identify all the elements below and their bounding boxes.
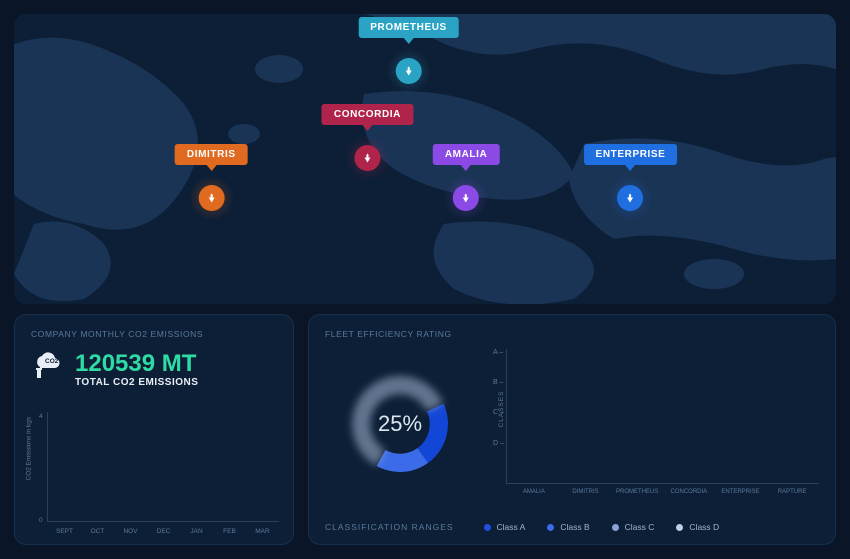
legend-item[interactable]: Class D	[676, 522, 719, 532]
legend-dot-icon	[612, 524, 619, 531]
co2-bar-chart: SEPTOCTNOVDECJANFEBMAR	[47, 412, 279, 522]
co2-panel-title: COMPANY MONTHLY CO2 EMISSIONS	[31, 329, 277, 339]
ship-icon	[198, 185, 224, 211]
class-ytick: C –	[493, 409, 504, 416]
legend-label: Class D	[689, 522, 719, 532]
ship-label: ENTERPRISE	[584, 144, 678, 165]
ship-icon	[354, 145, 380, 171]
ship-label: CONCORDIA	[322, 104, 413, 125]
class-ytick: A –	[493, 349, 503, 356]
legend-dot-icon	[484, 524, 491, 531]
co2-ytick: 4	[39, 413, 43, 420]
class-plot: AMALIADIMITRISPROMETHEUSCONCORDIAENTERPR…	[507, 349, 819, 484]
ship-label-tail	[626, 165, 636, 171]
co2-bar-label: MAR	[255, 528, 269, 535]
ship-marker-dimitris[interactable]: DIMITRIS	[175, 144, 248, 211]
ship-label-tail	[461, 165, 471, 171]
classification-bar-chart: CLASSES A –B –C –D – AMALIADIMITRISPROME…	[489, 349, 819, 498]
donut-percent-label: 25%	[378, 411, 422, 437]
ship-icon	[618, 185, 644, 211]
legend-item[interactable]: Class B	[547, 522, 589, 532]
legend-title: CLASSIFICATION RANGES	[325, 522, 454, 532]
ship-icon	[453, 185, 479, 211]
co2-total-value: 120539 MT	[75, 350, 196, 378]
ship-label-tail	[404, 38, 414, 44]
ship-label-tail	[206, 165, 216, 171]
legend-item[interactable]: Class A	[484, 522, 526, 532]
ship-label-tail	[362, 125, 372, 131]
co2-bar-label: SEPT	[56, 528, 73, 535]
class-bar-label: RAPTURE	[778, 489, 807, 495]
class-bar-label: DIMITRIS	[572, 489, 598, 495]
co2-bar-label: NOV	[123, 528, 137, 535]
class-bar-label: PROMETHEUS	[616, 489, 658, 495]
ship-marker-enterprise[interactable]: ENTERPRISE	[584, 144, 678, 211]
ship-marker-amalia[interactable]: AMALIA	[433, 144, 499, 211]
fleet-map-panel: PROMETHEUS CONCORDIA DIMITRIS AMALIA ENTERPR…	[14, 14, 836, 304]
classification-legend: CLASSIFICATION RANGES Class A Class B Clas…	[325, 522, 819, 532]
co2-cloud-icon: CO2	[31, 349, 65, 379]
class-ytick: D –	[493, 440, 504, 447]
co2-bar-label: DEC	[157, 528, 171, 535]
co2-ytick: 0	[39, 517, 43, 524]
co2-bar-label: OCT	[91, 528, 105, 535]
legend-label: Class C	[625, 522, 655, 532]
class-bar-label: ENTERPRISE	[721, 489, 759, 495]
class-y-axis: A – B – C – D –	[489, 349, 507, 484]
ship-marker-prometheus[interactable]: PROMETHEUS	[358, 17, 459, 84]
co2-subtitle: TOTAL CO2 EMISSIONS	[75, 377, 277, 388]
co2-emissions-panel: COMPANY MONTHLY CO2 EMISSIONS CO2 120539…	[14, 314, 294, 545]
class-bar-label: AMALIA	[523, 489, 545, 495]
co2-summary: CO2 120539 MT	[31, 349, 277, 379]
svg-text:CO2: CO2	[45, 358, 59, 365]
legend-item[interactable]: Class C	[612, 522, 655, 532]
ship-marker-concordia[interactable]: CONCORDIA	[322, 104, 413, 171]
efficiency-donut: 25%	[325, 365, 475, 483]
legend-dot-icon	[547, 524, 554, 531]
fleet-body: 25% CLASSES A –B –C –D – AMALIADIMITRISP…	[325, 349, 819, 498]
bottom-panels: COMPANY MONTHLY CO2 EMISSIONS CO2 120539…	[14, 314, 836, 545]
co2-bar-label: FEB	[223, 528, 236, 535]
co2-y-axis-label: CO2 Emissions in kgs	[26, 417, 33, 481]
ship-icon	[396, 58, 422, 84]
legend-dot-icon	[676, 524, 683, 531]
legend-label: Class A	[497, 522, 526, 532]
ship-label: AMALIA	[433, 144, 499, 165]
co2-bar-label: JAN	[190, 528, 202, 535]
ship-label: PROMETHEUS	[358, 17, 459, 38]
fleet-efficiency-panel: FLEET EFFICIENCY RATING 25% CLASSES A –B…	[308, 314, 836, 545]
class-bar-label: CONCORDIA	[671, 489, 708, 495]
ship-label: DIMITRIS	[175, 144, 248, 165]
class-ytick: B –	[493, 379, 504, 386]
fleet-panel-title: FLEET EFFICIENCY RATING	[325, 329, 819, 339]
legend-label: Class B	[560, 522, 589, 532]
